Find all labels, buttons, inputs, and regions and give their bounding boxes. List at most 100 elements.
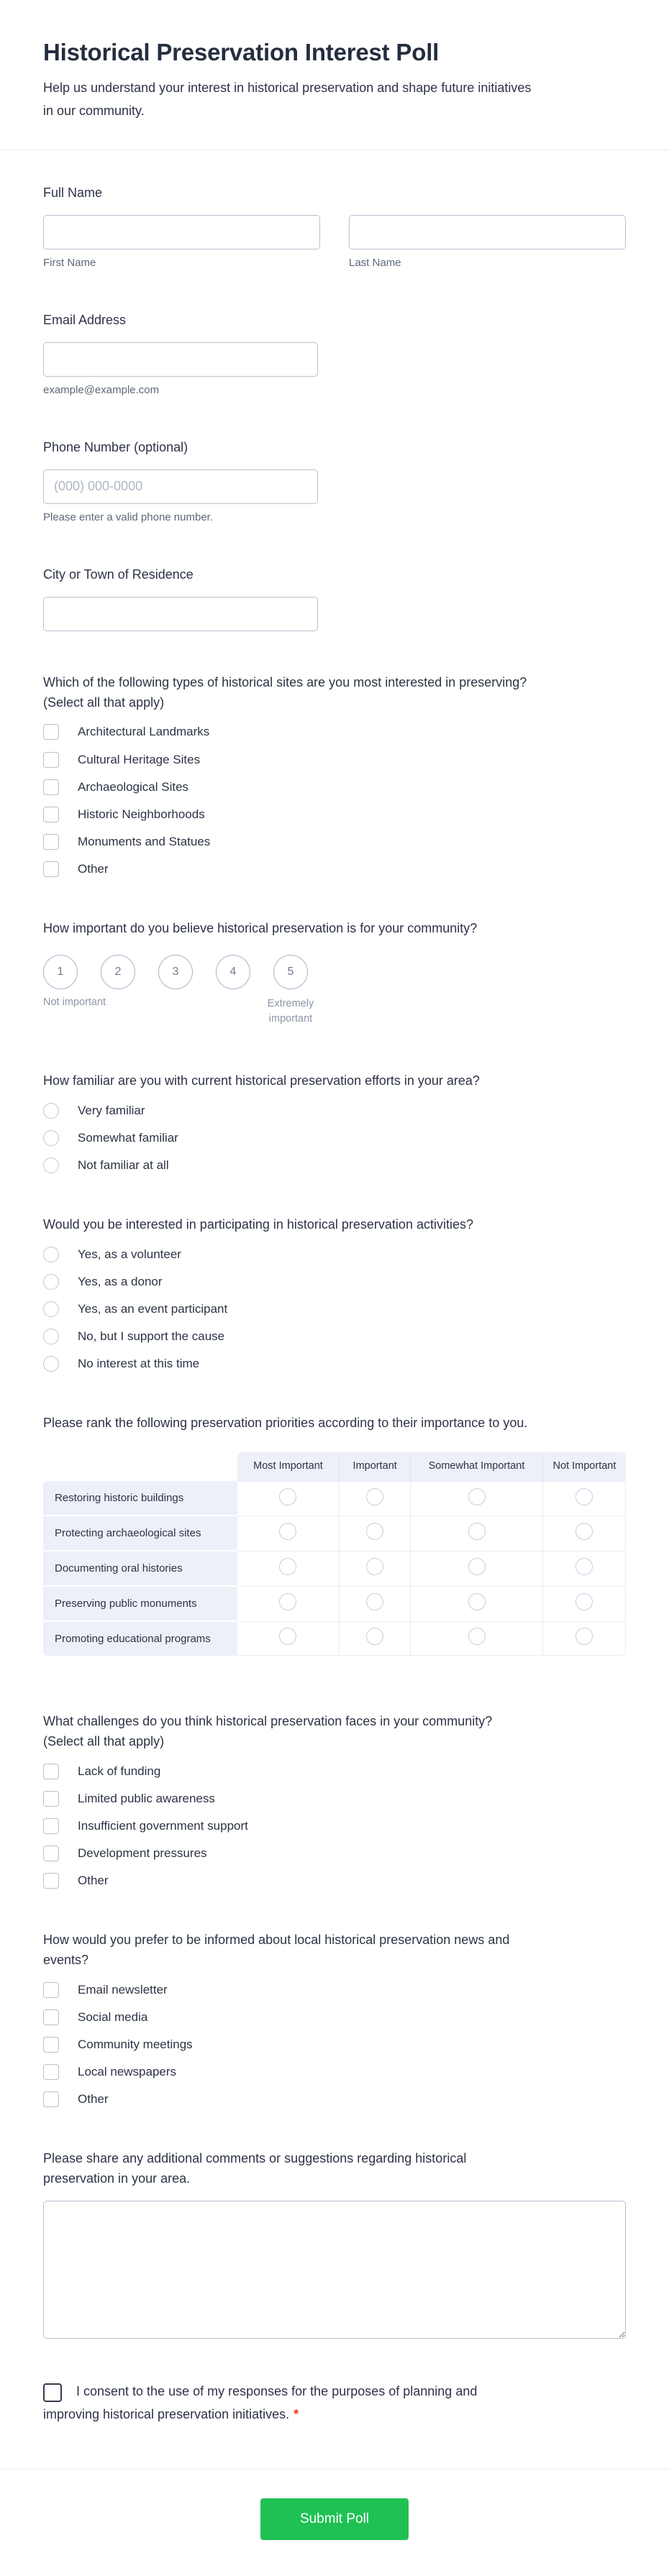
scale-option-3[interactable]: 3: [158, 954, 193, 989]
matrix-row-0: Restoring historic buildings: [43, 1480, 626, 1516]
scale-min-label: Not important: [43, 996, 106, 1008]
matrix-radio-r3c2[interactable]: [468, 1593, 486, 1611]
familiarity-option-2[interactable]: Not familiar at all: [43, 1157, 626, 1173]
channel-option-3[interactable]: Local newspapers: [43, 2064, 626, 2081]
option-label: Limited public awareness: [78, 1791, 215, 1805]
participation-question: Would you be interested in participating…: [43, 1217, 473, 1232]
challenge-option-0[interactable]: Lack of funding: [43, 1763, 626, 1779]
matrix-radio-r4c1[interactable]: [366, 1628, 384, 1646]
matrix-radio-r4c0[interactable]: [279, 1628, 297, 1646]
matrix-radio-r2c3[interactable]: [575, 1558, 593, 1576]
scale-option-1[interactable]: 1: [43, 954, 78, 989]
matrix-radio-r0c3[interactable]: [575, 1488, 593, 1505]
city-input[interactable]: [43, 596, 318, 631]
participation-option-1[interactable]: Yes, as a donor: [43, 1274, 626, 1291]
scale-option-2[interactable]: 2: [101, 954, 135, 989]
radio: [43, 1274, 59, 1291]
matrix-cell: [411, 1586, 543, 1622]
matrix-row-label-0: Restoring historic buildings: [43, 1480, 237, 1516]
site-type-option-5[interactable]: Other: [43, 861, 626, 877]
consent-checkbox: [43, 2383, 62, 2403]
challenge-option-3[interactable]: Development pressures: [43, 1845, 626, 1861]
option-label: Insufficient government support: [78, 1818, 248, 1833]
priorities-question: Please rank the following preservation p…: [43, 1416, 528, 1431]
participation-option-0[interactable]: Yes, as a volunteer: [43, 1246, 626, 1262]
site-type-option-2[interactable]: Archaeological Sites: [43, 779, 626, 795]
matrix-row-1: Protecting archaeological sites: [43, 1516, 626, 1551]
question-information-channels: How would you prefer to be informed abou…: [43, 1930, 626, 2108]
channel-option-1[interactable]: Social media: [43, 2009, 626, 2026]
matrix-cell: [340, 1516, 411, 1551]
matrix-radio-r4c2[interactable]: [468, 1628, 486, 1646]
site-type-option-1[interactable]: Cultural Heritage Sites: [43, 751, 626, 768]
matrix-radio-r0c1[interactable]: [366, 1488, 384, 1505]
scale-option-4[interactable]: 4: [216, 954, 250, 989]
phone-input[interactable]: [43, 469, 318, 504]
matrix-radio-r1c0[interactable]: [279, 1523, 297, 1541]
matrix-cell: [542, 1480, 626, 1516]
matrix-radio-r3c3[interactable]: [575, 1593, 593, 1611]
matrix-cell: [340, 1586, 411, 1622]
challenge-option-2[interactable]: Insufficient government support: [43, 1818, 626, 1834]
option-label: Very familiar: [78, 1103, 145, 1117]
first-name-col: First Name: [43, 214, 320, 269]
matrix-radio-r3c0[interactable]: [279, 1593, 297, 1611]
matrix-row-label-2: Documenting oral histories: [43, 1551, 237, 1587]
site-type-option-0[interactable]: Architectural Landmarks: [43, 724, 626, 741]
familiarity-option-0[interactable]: Very familiar: [43, 1102, 626, 1119]
channel-option-0[interactable]: Email newsletter: [43, 1981, 626, 1998]
matrix-cell: [411, 1621, 543, 1656]
matrix-radio-r3c1[interactable]: [366, 1593, 384, 1611]
option-label: Monuments and Statues: [78, 834, 211, 848]
city-label: City or Town of Residence: [43, 567, 194, 582]
matrix-radio-r4c3[interactable]: [575, 1628, 593, 1646]
matrix-radio-r0c0[interactable]: [279, 1488, 297, 1505]
email-input[interactable]: [43, 342, 318, 377]
submit-button[interactable]: Submit Poll: [260, 2498, 409, 2541]
checkbox: [43, 2009, 59, 2026]
option-label: Other: [78, 2092, 109, 2107]
option-label: Not familiar at all: [78, 1158, 169, 1172]
site-type-option-4[interactable]: Monuments and Statues: [43, 833, 626, 850]
option-label: Archaeological Sites: [78, 779, 189, 794]
radio: [43, 1356, 59, 1372]
checkbox: [43, 2091, 59, 2108]
question-priorities-matrix: Please rank the following preservation p…: [43, 1413, 626, 1656]
option-label: Lack of funding: [78, 1764, 161, 1778]
radio: [43, 1246, 59, 1262]
participation-option-2[interactable]: Yes, as an event participant: [43, 1301, 626, 1318]
matrix-radio-r2c1[interactable]: [366, 1558, 384, 1576]
option-label: Email newsletter: [78, 1982, 168, 1997]
radio: [43, 1129, 59, 1146]
full-name-label: Full Name: [43, 185, 103, 201]
matrix-radio-r2c0[interactable]: [279, 1558, 297, 1576]
comments-textarea[interactable]: [43, 2201, 626, 2339]
matrix-col-header-1: Important: [340, 1452, 411, 1481]
full-name-row: First Name Last Name: [43, 214, 626, 269]
phone-sublabel: Please enter a valid phone number.: [43, 510, 213, 523]
challenge-option-4[interactable]: Other: [43, 1873, 626, 1889]
site-types-question: Which of the following types of historic…: [43, 674, 527, 710]
matrix-radio-r2c2[interactable]: [468, 1558, 486, 1576]
radio: [43, 1329, 59, 1345]
checkbox: [43, 751, 59, 768]
matrix-cell: [237, 1516, 340, 1551]
scale-option-5[interactable]: 5: [273, 954, 308, 989]
channel-option-2[interactable]: Community meetings: [43, 2037, 626, 2053]
participation-option-4[interactable]: No interest at this time: [43, 1356, 626, 1372]
last-name-input[interactable]: [349, 214, 626, 249]
page-title: Historical Preservation Interest Poll: [43, 39, 440, 65]
matrix-radio-r1c3[interactable]: [575, 1523, 593, 1541]
familiarity-option-1[interactable]: Somewhat familiar: [43, 1129, 626, 1146]
channel-option-4[interactable]: Other: [43, 2091, 626, 2108]
consent-row[interactable]: I consent to the use of my responses for…: [43, 2380, 504, 2426]
matrix-radio-r1c1[interactable]: [366, 1523, 384, 1541]
matrix-radio-r1c2[interactable]: [468, 1523, 486, 1541]
checkbox: [43, 724, 59, 741]
participation-option-3[interactable]: No, but I support the cause: [43, 1329, 626, 1345]
first-name-input[interactable]: [43, 214, 320, 249]
challenge-option-1[interactable]: Limited public awareness: [43, 1790, 626, 1807]
site-type-option-3[interactable]: Historic Neighborhoods: [43, 806, 626, 822]
matrix-radio-r0c2[interactable]: [468, 1488, 486, 1505]
matrix-row-label-1: Protecting archaeological sites: [43, 1516, 237, 1551]
